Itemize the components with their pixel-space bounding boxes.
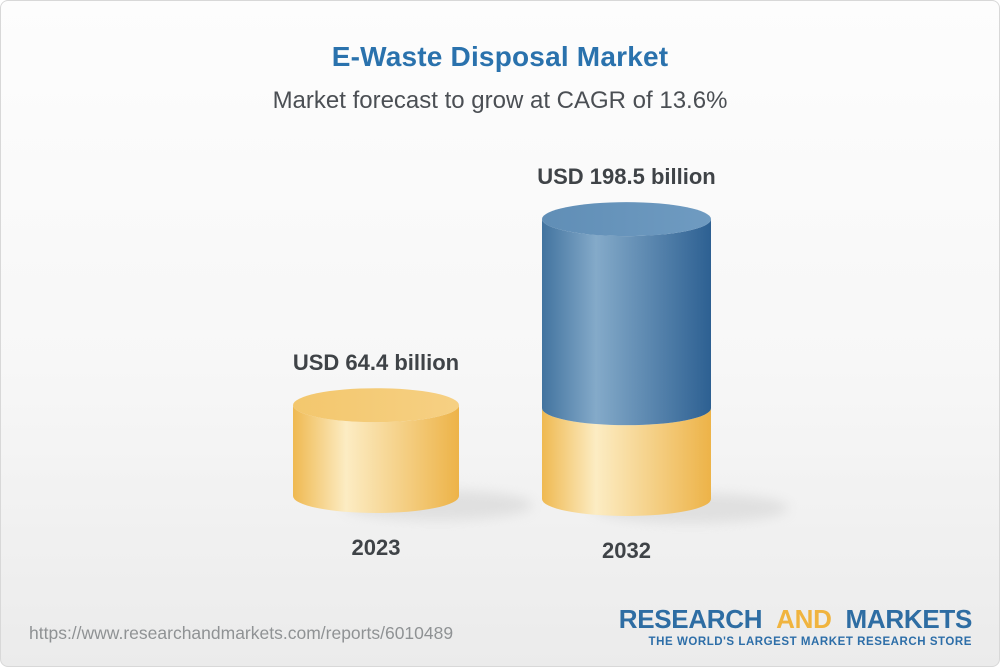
logo-word-and: AND [776,604,832,634]
bar-2023-cylinder [293,388,459,513]
logo-word-research: RESEARCH [618,604,763,634]
page-title: E-Waste Disposal Market [331,41,669,72]
logo-word-markets: MARKETS [845,604,973,634]
value-label-2023: USD 64.4 billion [292,350,460,376]
page-subtitle: Market forecast to grow at CAGR of 13.6% [272,87,728,114]
bar-2032-cylinder [542,202,711,516]
category-label-2032: 2032 [602,538,651,563]
logo-wordmark: RESEARCH AND MARKETS [618,604,973,634]
value-label-2032: USD 198.5 billion [537,164,716,190]
bar-2032-gold-base [542,408,711,516]
bar-2032-blue-segment [542,219,711,426]
logo-tagline: THE WORLD'S LARGEST MARKET RESEARCH STOR… [648,636,972,648]
category-label-2023: 2023 [351,535,401,560]
report-url[interactable]: https://www.researchandmarkets.com/repor… [29,623,454,643]
research-and-markets-logo[interactable]: RESEARCH AND MARKETS THE WORLD'S LARGEST… [618,604,973,648]
